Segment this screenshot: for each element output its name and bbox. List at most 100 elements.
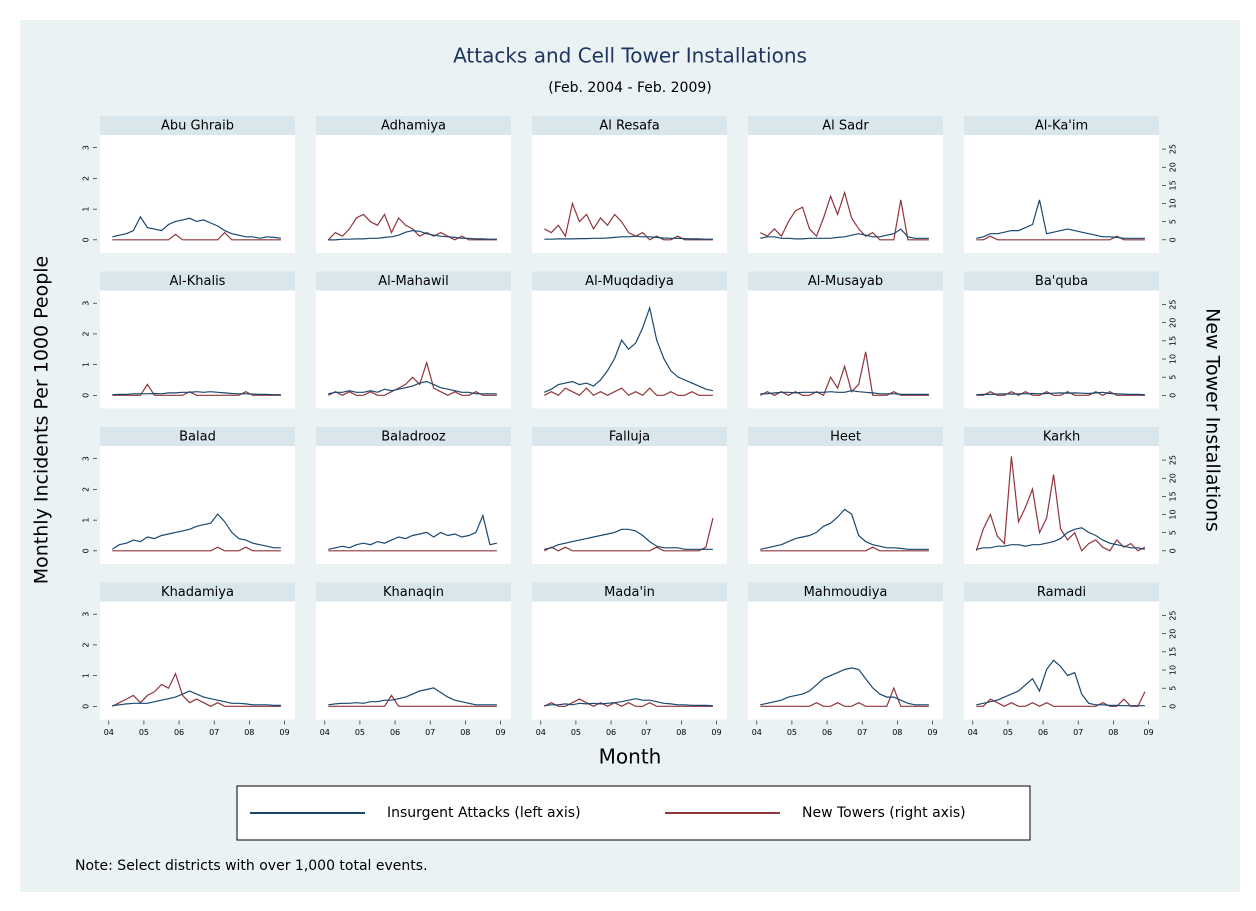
y2-tick-label: 10: [1169, 354, 1178, 364]
y-tick-label: 3: [82, 301, 91, 306]
series-line: [328, 513, 498, 550]
plot-area: [532, 290, 727, 409]
chart-subtitle: (Feb. 2004 - Feb. 2009): [548, 80, 712, 96]
panel-header: [964, 582, 1159, 602]
panel-title: Mahmoudiya: [804, 585, 888, 600]
y-tick-label: 3: [82, 456, 91, 461]
y-tick-label: 1: [82, 518, 91, 523]
plot-area: [100, 135, 295, 253]
x-tick-label: 06: [822, 728, 832, 737]
x-tick-label: 05: [355, 728, 365, 737]
panel-title: Al Sadr: [822, 119, 869, 134]
y-tick-label: 2: [82, 331, 91, 336]
x-tick-label: 09: [927, 728, 937, 737]
series-line: [112, 231, 281, 241]
plot-area: [316, 290, 511, 409]
x-tick-label: 05: [139, 728, 149, 737]
y2-axis-title: New Tower Installations: [1202, 308, 1224, 532]
panel-title: Ramadi: [1037, 585, 1086, 600]
plot-area: [316, 601, 511, 720]
series-line: [328, 694, 497, 707]
y2-tick-label: 0: [1169, 393, 1178, 398]
panel-title: Al-Musayab: [808, 274, 883, 289]
y-tick-label: 2: [82, 176, 91, 181]
series-line: [976, 235, 1145, 241]
x-tick-label: 09: [1143, 728, 1153, 737]
y-tick-label: 0: [82, 548, 91, 553]
series-line: [111, 513, 281, 550]
y2-tick-label: 15: [1169, 491, 1178, 501]
panel-header: [316, 427, 511, 446]
panel-title: Khanaqin: [383, 585, 444, 600]
panel-header: [316, 271, 511, 291]
panel-title: Abu Ghraib: [161, 119, 234, 134]
plot-area: [748, 446, 943, 564]
panel-header: [532, 271, 727, 291]
y-tick-label: 0: [82, 237, 91, 242]
y2-tick-label: 15: [1169, 336, 1178, 346]
panel-header: [100, 271, 295, 291]
series-line: [760, 686, 929, 707]
x-tick-label: 06: [390, 728, 400, 737]
series-line: [327, 213, 497, 241]
series-line: [328, 380, 497, 395]
x-tick-label: 08: [244, 728, 254, 737]
plot-area: [316, 135, 511, 253]
plot-area: [100, 290, 295, 409]
panel-header: [100, 116, 295, 135]
plot-area: [964, 135, 1159, 253]
y2-tick-label: 10: [1169, 665, 1178, 675]
panel-header: [748, 427, 943, 446]
y2-tick-label: 15: [1169, 647, 1178, 657]
y-tick-label: 3: [82, 612, 91, 617]
x-tick-label: 09: [711, 728, 721, 737]
series-line: [328, 229, 497, 241]
panel-title: Al Resafa: [599, 119, 659, 134]
x-tick-label: 08: [460, 728, 470, 737]
series-line: [544, 698, 713, 707]
plot-area: [964, 446, 1159, 564]
panel-title: Mada'in: [604, 585, 655, 600]
panel-header: [532, 582, 727, 602]
y-tick-label: 1: [82, 362, 91, 367]
x-tick-label: 07: [425, 728, 435, 737]
legend-box: [236, 785, 1031, 841]
series-line: [112, 215, 281, 239]
x-tick-label: 06: [1038, 728, 1048, 737]
x-tick-label: 07: [641, 728, 651, 737]
panel-title: Al-Ka'im: [1035, 119, 1088, 134]
plot-area: [748, 290, 943, 409]
plot-area: [964, 290, 1159, 409]
x-tick-label: 04: [752, 728, 762, 737]
x-tick-label: 06: [606, 728, 616, 737]
y2-tick-label: 10: [1169, 509, 1178, 519]
y2-tick-label: 20: [1169, 629, 1178, 639]
series-line: [760, 190, 929, 241]
series-line: [976, 527, 1146, 550]
y2-tick-label: 20: [1169, 318, 1178, 328]
y-tick-label: 1: [82, 207, 91, 212]
y2-tick-label: 5: [1169, 686, 1178, 691]
y2-tick-label: 20: [1169, 473, 1178, 483]
panel-title: Falluja: [609, 430, 650, 445]
series-line: [112, 391, 281, 396]
x-tick-label: 05: [571, 728, 581, 737]
y2-tick-label: 5: [1169, 375, 1178, 380]
series-line: [760, 390, 929, 395]
y2-tick-label: 25: [1169, 455, 1178, 465]
x-tick-label: 04: [536, 728, 546, 737]
panel-header: [316, 116, 511, 135]
y-tick-label: 2: [82, 642, 91, 647]
panel-title: Balad: [179, 430, 216, 445]
y2-tick-label: 25: [1169, 610, 1178, 620]
series-line: [112, 546, 281, 552]
panel-header: [748, 582, 943, 602]
plot-area: [100, 446, 295, 564]
plot-area: [964, 601, 1159, 720]
x-tick-label: 08: [676, 728, 686, 737]
series-line: [975, 456, 1146, 552]
series-line: [544, 698, 713, 707]
y2-tick-label: 15: [1169, 180, 1178, 190]
panel-header: [748, 116, 943, 135]
